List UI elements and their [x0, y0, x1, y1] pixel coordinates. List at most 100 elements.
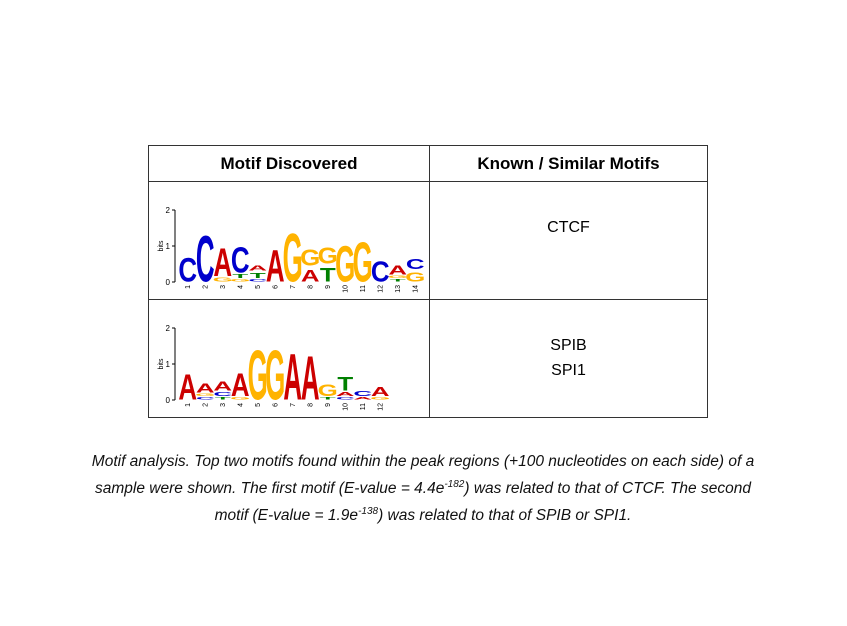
position-label: 9 [325, 285, 332, 289]
logo-letter-A: A [353, 396, 372, 400]
header-motif-discovered: Motif Discovered [148, 145, 430, 182]
logo-letter-G: G [230, 278, 250, 282]
logo-letter-T: T [320, 264, 336, 286]
position-label: 6 [272, 285, 279, 289]
position-label: 7 [290, 285, 297, 289]
logo-letter-T: T [390, 278, 407, 282]
position-label: 14 [412, 285, 419, 293]
caption-exponent: -182 [444, 478, 465, 490]
position-label: 4 [237, 285, 244, 289]
logo-letter-G: G [318, 244, 338, 269]
y-tick-label: 1 [166, 242, 171, 251]
position-label: 11 [360, 285, 367, 292]
position-label: 8 [307, 285, 314, 289]
logo-letter-A: A [196, 381, 215, 396]
logo-letter-G: G [388, 274, 408, 278]
known-motif-name: SPIB [550, 337, 587, 354]
logo-letter-G: G [370, 396, 390, 400]
logo-letter-T: T [250, 272, 266, 280]
position-label: 5 [255, 285, 262, 289]
y-tick-label: 0 [166, 278, 171, 287]
logo-letter-A: A [213, 242, 232, 286]
logo-letter-A: A [336, 391, 355, 397]
logo-letter-G: G [335, 235, 355, 293]
position-label: 10 [342, 285, 349, 293]
logo-letter-G: G [283, 219, 303, 296]
position-label: 1 [185, 403, 192, 407]
logo-letter-A: A [213, 379, 232, 394]
table-row: 2 1 0 bits C 1 C 2 G A 3 G T C 4 C T A 5 A 6 G 7 A G 8 T G 9 G 10 G 11 C 1… [148, 181, 708, 300]
y-tick-label: 0 [166, 396, 171, 405]
logo-letter-G: G [265, 337, 285, 415]
motif-table: Motif Discovered Known / Similar Motifs … [148, 145, 708, 418]
position-label: 2 [202, 403, 209, 407]
logo-letter-A: A [178, 367, 197, 407]
logo-letter-A: A [301, 345, 320, 414]
logo-letter-T: T [337, 373, 353, 395]
header-known-motifs: Known / Similar Motifs [429, 145, 708, 182]
logo-letter-G: G [213, 276, 233, 282]
position-label: 8 [307, 403, 314, 407]
y-tick-label: 2 [166, 206, 171, 215]
caption-text: ) was related to that of SPIB or SPI1. [378, 507, 632, 524]
header-row: Motif Discovered Known / Similar Motifs [148, 145, 708, 182]
logo-letter-A: A [283, 339, 302, 414]
logo-letter-C: C [371, 255, 390, 287]
position-label: 1 [185, 285, 192, 289]
logo-letter-G: G [405, 270, 425, 285]
caption-text: ) was related to that of CTCF. The secon… [214, 480, 751, 524]
logo-letter-C: C [248, 278, 267, 282]
caption-exponent: -138 [358, 505, 379, 517]
position-label: 5 [255, 403, 262, 407]
logo-letter-C: C [178, 252, 197, 289]
logo-letter-G: G [318, 380, 338, 399]
position-label: 3 [220, 285, 227, 289]
logo-letter-C: C [406, 256, 425, 272]
logo-letter-A: A [231, 368, 250, 403]
logo-letter-G: G [230, 396, 250, 400]
position-label: 2 [202, 285, 209, 289]
position-label: 4 [237, 403, 244, 407]
logo-letter-C: C [196, 221, 215, 296]
logo-letter-C: C [353, 390, 372, 398]
known-motif-cell: SPIB SPI1 [429, 299, 708, 418]
position-label: 12 [377, 285, 384, 293]
position-label: 3 [220, 403, 227, 407]
logo-letter-C: C [196, 396, 215, 400]
logo-letter-A: A [301, 266, 320, 285]
logo-letter-A: A [371, 384, 390, 399]
position-label: 9 [325, 403, 332, 407]
logo-letter-T: T [215, 396, 232, 400]
y-axis-label: bits [158, 240, 165, 251]
position-label: 7 [290, 403, 297, 407]
figure-caption: Motif analysis. Top two motifs found wit… [80, 448, 766, 529]
logo-letter-T: T [232, 273, 249, 279]
table-row: 2 1 0 bits A 1 C G A 2 T C A 3 G A 4 G 5 G 6 A 7 A 8 T G 9 C A T 10 A C 11… [148, 299, 708, 418]
logo-letter-C: C [336, 396, 355, 400]
position-label: 6 [272, 403, 279, 407]
y-tick-label: 2 [166, 324, 171, 333]
y-tick-label: 1 [166, 360, 171, 369]
position-label: 10 [342, 403, 349, 411]
known-motif-name: SPI1 [551, 362, 586, 379]
logo-letter-G: G [248, 337, 268, 415]
y-axis-label: bits [158, 358, 165, 369]
known-motif-name: CTCF [547, 219, 590, 236]
known-motif-cell: CTCF [429, 181, 708, 300]
logo-letter-A: A [248, 264, 267, 272]
logo-letter-C: C [231, 240, 250, 280]
logo-letter-G: G [300, 246, 320, 271]
logo-letter-A: A [388, 263, 407, 278]
position-label: 12 [377, 403, 384, 411]
logo-letter-C: C [213, 391, 232, 397]
motif-logo-cell: 2 1 0 bits C 1 C 2 G A 3 G T C 4 C T A 5 A 6 G 7 A G 8 T G 9 G 10 G 11 C 1… [148, 181, 430, 300]
logo-letter-T: T [320, 396, 337, 400]
caption-text: Motif analysis. Top two motifs found wit… [91, 453, 755, 497]
position-label: 11 [360, 403, 367, 410]
logo-letter-A: A [266, 240, 285, 292]
logo-letter-G: G [353, 231, 373, 294]
position-label: 13 [395, 285, 402, 293]
motif-logo-cell: 2 1 0 bits A 1 C G A 2 T C A 3 G A 4 G 5 G 6 A 7 A 8 T G 9 C A T 10 A C 11… [148, 299, 430, 418]
